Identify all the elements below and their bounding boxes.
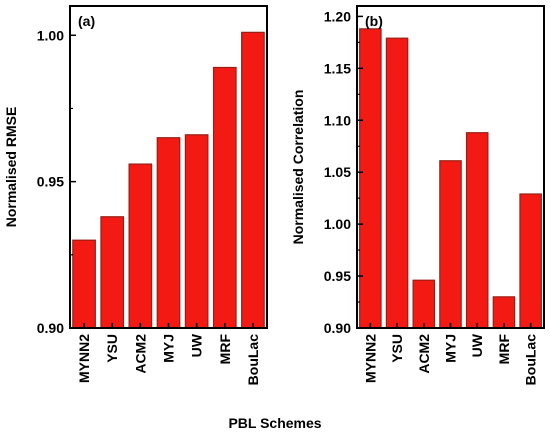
panel-label-b: (b) (365, 13, 383, 29)
panel-b-chart: 0.90 0.95 1.00 1.05 1.10 1.15 1.20 MYNN2 YSU ACM2… (290, 5, 545, 386)
x-tick-label-a-ysu: YSU (104, 334, 120, 363)
y-axis-title-a: Normalised RMSE (3, 107, 19, 228)
bar-a-mynn2 (72, 239, 96, 329)
bar-b-ysu (385, 37, 409, 329)
x-tick-label-a-mrf: MRF (217, 334, 233, 365)
x-tick-label-b-uw: UW (469, 333, 485, 357)
x-tick-label-a-boulac: BouLac (245, 334, 261, 386)
panel-a-chart: 0.90 0.95 1.00 MYNN2 YSU ACM2 MYJ UW MRF BouLac (a… (3, 5, 268, 386)
bar-a-mrf (212, 66, 237, 329)
bar-b-uw (465, 132, 489, 329)
y-tick-label-b: 1.15 (324, 60, 351, 76)
y-tick-label-b: 1.20 (324, 8, 351, 24)
x-axis-title: PBL Schemes (228, 415, 321, 431)
x-tick-label-b-acm2: ACM2 (416, 334, 432, 374)
bar-a-uw (184, 134, 209, 329)
bar-a-boulac (241, 31, 265, 329)
x-tick-label-b-myj: MYJ (443, 334, 459, 363)
y-tick-label-b: 1.05 (324, 164, 351, 180)
y-tick-label-a: 1.00 (37, 27, 64, 43)
x-tick-label-b-boulac: BouLac (523, 334, 539, 386)
y-axis-title-b: Normalised Correlation (290, 90, 306, 245)
y-tick-label-b: 0.90 (324, 320, 351, 336)
bar-a-acm2 (128, 163, 153, 329)
y-tick-label-b: 0.95 (324, 268, 351, 284)
y-tick-label-b: 1.00 (324, 216, 351, 232)
bar-b-myj (439, 160, 462, 329)
x-tick-label-b-mynn2: MYNN2 (362, 334, 378, 383)
bar-b-acm2 (412, 279, 436, 329)
x-tick-label-a-myj: MYJ (161, 334, 177, 363)
bar-a-myj (156, 137, 181, 329)
bar-a-ysu (100, 216, 125, 329)
panel-label-a: (a) (78, 13, 95, 29)
bar-b-boulac (519, 193, 542, 329)
x-tick-label-b-ysu: YSU (389, 334, 405, 363)
x-tick-label-a-mynn2: MYNN2 (76, 334, 92, 383)
y-tick-label-a: 0.95 (37, 174, 64, 190)
x-tick-label-b-mrf: MRF (496, 334, 512, 365)
y-tick-label-a: 0.90 (37, 320, 64, 336)
y-tick-label-b: 1.10 (324, 112, 351, 128)
x-tick-label-a-uw: UW (189, 333, 205, 357)
bar-b-mynn2 (359, 28, 382, 329)
x-tick-label-a-acm2: ACM2 (132, 334, 148, 374)
